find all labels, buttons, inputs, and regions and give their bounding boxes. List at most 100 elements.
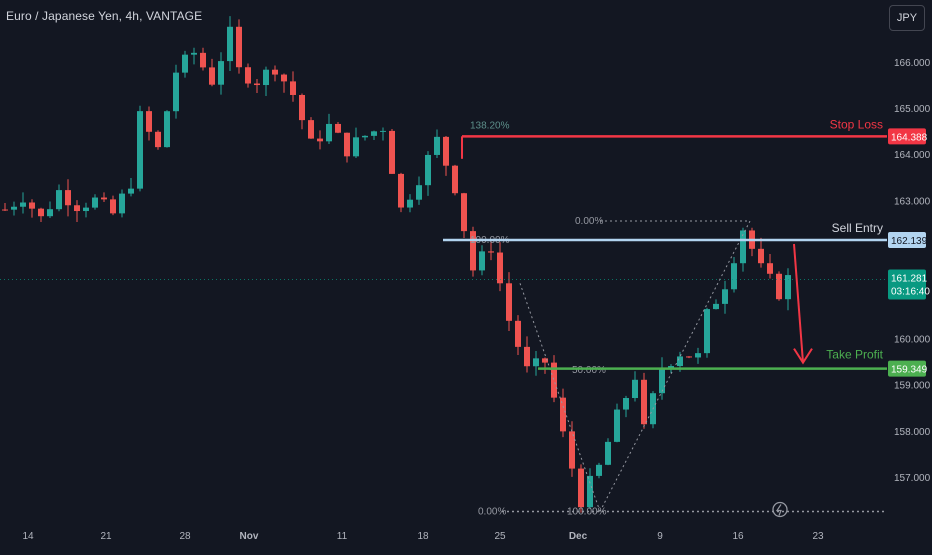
fib-label-138: 138.20%: [470, 121, 510, 132]
candle-body: [236, 26, 242, 68]
candle-body: [47, 209, 53, 217]
candle-body: [731, 263, 737, 290]
symbol-title: Euro / Japanese Yen, 4h, VANTAGE: [6, 9, 203, 23]
stop-loss-price-tag: 164.388: [891, 132, 928, 143]
candle-body: [425, 154, 431, 186]
candle-body: [164, 111, 170, 148]
x-tick-label: 11: [337, 531, 348, 542]
sell-entry-price-tag: 162.139: [891, 236, 928, 247]
candle-body: [695, 353, 701, 358]
candle-body: [677, 356, 683, 367]
candle-body: [569, 431, 575, 469]
candle-body: [632, 379, 638, 399]
candle-body: [74, 205, 80, 212]
x-tick-label: 14: [22, 531, 34, 542]
y-tick-label: 158.000: [894, 427, 931, 438]
candle-body: [290, 81, 296, 95]
sell-entry-label: Sell Entry: [832, 221, 883, 235]
candle-body: [155, 131, 161, 148]
candle-body: [713, 303, 719, 310]
candle-body: [623, 398, 629, 410]
fib-label-zero-top: 0.00%: [575, 216, 603, 227]
x-tick-label: Nov: [240, 531, 259, 542]
candle-body: [443, 136, 449, 166]
candle-body: [659, 367, 665, 394]
candle-body: [515, 320, 521, 347]
candle-body: [353, 137, 359, 157]
candle-body: [767, 263, 773, 274]
candle-body: [416, 185, 422, 200]
sell-entry-price-tag-bg: [888, 231, 926, 248]
candle-body: [29, 202, 35, 209]
candle-body: [488, 251, 494, 253]
x-tick-label: 18: [417, 531, 429, 542]
candle-body: [542, 358, 548, 363]
x-tick-label: 23: [812, 531, 824, 542]
candle-body: [92, 197, 98, 208]
candle-body: [65, 190, 71, 206]
candle-body: [326, 123, 332, 142]
candle-body: [380, 130, 386, 132]
candle-body: [272, 69, 278, 75]
candle-body: [461, 193, 467, 232]
y-tick-label: 160.000: [894, 335, 931, 346]
currency-button[interactable]: JPY: [889, 5, 925, 31]
candle-body: [83, 207, 89, 212]
candle-body: [533, 358, 539, 367]
candle-body: [398, 173, 404, 208]
candle-body: [2, 209, 8, 211]
candle-body: [263, 69, 269, 86]
candle-body: [281, 74, 287, 82]
candle-body: [128, 188, 134, 194]
lightning-glyph: [775, 504, 782, 516]
current-price-tag-bg: [888, 269, 926, 300]
candle-body: [524, 346, 530, 367]
y-tick-label: 166.000: [894, 58, 931, 69]
y-tick-label: 157.000: [894, 473, 931, 484]
candle-body: [308, 120, 314, 139]
candle-body: [371, 131, 377, 136]
candle-body: [119, 193, 125, 214]
candle-body: [407, 199, 413, 208]
candle-body: [245, 67, 251, 84]
candle-body: [344, 132, 350, 157]
candle-body: [578, 468, 584, 508]
take-profit-price-tag: 159.349: [891, 365, 928, 376]
candle-body: [740, 230, 746, 264]
candle-body: [218, 61, 224, 85]
candle-body: [182, 54, 188, 73]
candle-body: [452, 165, 458, 194]
candle-body: [227, 26, 233, 62]
candle-body: [38, 208, 44, 217]
projection-arrow-head: [793, 348, 813, 365]
candle-body: [434, 136, 440, 155]
x-tick-label: 25: [494, 531, 506, 542]
x-tick-label: Dec: [569, 531, 588, 542]
candle-body: [317, 138, 323, 142]
candle-body: [470, 231, 476, 271]
candle-body: [479, 251, 485, 271]
candle-body: [641, 379, 647, 425]
x-tick-label: 16: [732, 531, 744, 542]
candle-body: [776, 273, 782, 300]
candle-body: [200, 52, 206, 68]
candle-body: [56, 190, 62, 210]
candle-body: [686, 356, 692, 358]
candle-body: [137, 111, 143, 189]
current-price-label: 161.281: [891, 274, 928, 285]
lightning-icon[interactable]: [772, 501, 788, 518]
candle-body: [11, 206, 17, 210]
y-tick-label: 165.000: [894, 104, 931, 115]
candle-body: [389, 130, 395, 174]
candle-body: [173, 72, 179, 112]
projection-arrow-shaft: [793, 243, 804, 363]
candle-body: [587, 475, 593, 508]
y-tick-label: 164.000: [894, 150, 931, 161]
take-profit-price-tag-bg: [888, 360, 926, 377]
candle-body: [110, 199, 116, 214]
candle-body: [668, 366, 674, 368]
bar-countdown-label: 03:16:40: [891, 287, 930, 298]
candle-body: [362, 135, 368, 138]
